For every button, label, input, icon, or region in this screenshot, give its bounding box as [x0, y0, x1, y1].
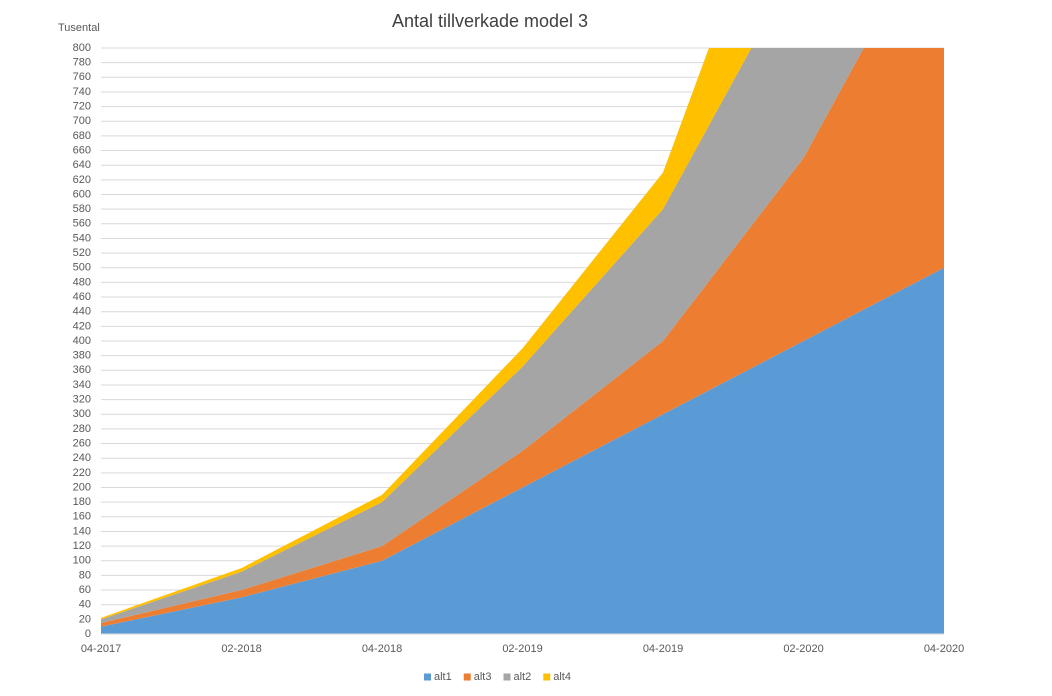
x-tick-label: 04-2019: [643, 643, 683, 655]
y-tick-label: 0: [85, 628, 91, 640]
y-tick-label: 320: [73, 394, 91, 406]
legend-swatch: [463, 673, 471, 681]
plot-area: [101, 48, 944, 634]
area: [101, 48, 944, 627]
y-tick-label: 20: [79, 613, 91, 625]
x-tick-label: 02-2020: [783, 643, 823, 655]
x-tick-label: 04-2017: [81, 643, 121, 655]
legend-label: alt1: [434, 671, 452, 683]
y-axis-label: Tusental: [58, 22, 100, 34]
legend-label: alt2: [514, 671, 532, 683]
x-tick-label: 04-2018: [362, 643, 402, 655]
y-tick-label: 640: [73, 159, 91, 171]
y-tick-label: 380: [73, 350, 91, 362]
chart-title: Antal tillverkade model 3: [392, 11, 588, 31]
y-tick-label: 160: [73, 511, 91, 523]
legend-label: alt3: [474, 671, 492, 683]
area: [101, 267, 944, 634]
legend-label: alt4: [553, 671, 571, 683]
y-tick-label: 680: [73, 130, 91, 142]
y-tick-label: 340: [73, 379, 91, 391]
y-tick-label: 600: [73, 188, 91, 200]
labels: 0 20 40 60 80 100 120 140 160 180 200 220 240 260 280 3…: [73, 42, 965, 683]
y-tick-label: 140: [73, 525, 91, 537]
y-tick-label: 260: [73, 437, 91, 449]
y-tick-label: 420: [73, 320, 91, 332]
x-tick-label: 04-2020: [924, 643, 964, 655]
y-tick-label: 780: [73, 57, 91, 69]
legend-swatch: [543, 673, 551, 681]
y-tick-label: 200: [73, 481, 91, 493]
y-tick-label: 520: [73, 247, 91, 259]
y-tick-label: 240: [73, 452, 91, 464]
y-tick-label: 80: [79, 569, 91, 581]
y-tick-label: 280: [73, 423, 91, 435]
y-tick-label: 460: [73, 291, 91, 303]
area: [101, 48, 864, 624]
y-tick-label: 100: [73, 555, 91, 567]
y-tick-label: 300: [73, 408, 91, 420]
y-tick-label: 480: [73, 276, 91, 288]
y-tick-label: 360: [73, 364, 91, 376]
y-tick-label: 400: [73, 335, 91, 347]
y-tick-label: 60: [79, 584, 91, 596]
legend-swatch: [424, 673, 431, 681]
y-tick-label: 40: [79, 599, 91, 611]
y-tick-label: 220: [73, 467, 91, 479]
x-tick-label: 02-2018: [221, 643, 261, 655]
y-tick-label: 700: [73, 115, 91, 127]
y-tick-label: 800: [73, 42, 91, 54]
y-tick-label: 120: [73, 540, 91, 552]
y-tick-label: 720: [73, 101, 91, 113]
y-tick-label: 560: [73, 218, 91, 230]
y-tick-label: 660: [73, 144, 91, 156]
y-tick-label: 620: [73, 174, 91, 186]
x-tick-label: 02-2019: [502, 643, 542, 655]
y-tick-label: 500: [73, 262, 91, 274]
y-tick-label: 580: [73, 203, 91, 215]
y-tick-label: 180: [73, 496, 91, 508]
legend-swatch: [503, 673, 511, 681]
y-tick-label: 440: [73, 306, 91, 318]
y-tick-label: 740: [73, 86, 91, 98]
y-tick-label: 540: [73, 232, 91, 244]
y-tick-label: 760: [73, 71, 91, 83]
